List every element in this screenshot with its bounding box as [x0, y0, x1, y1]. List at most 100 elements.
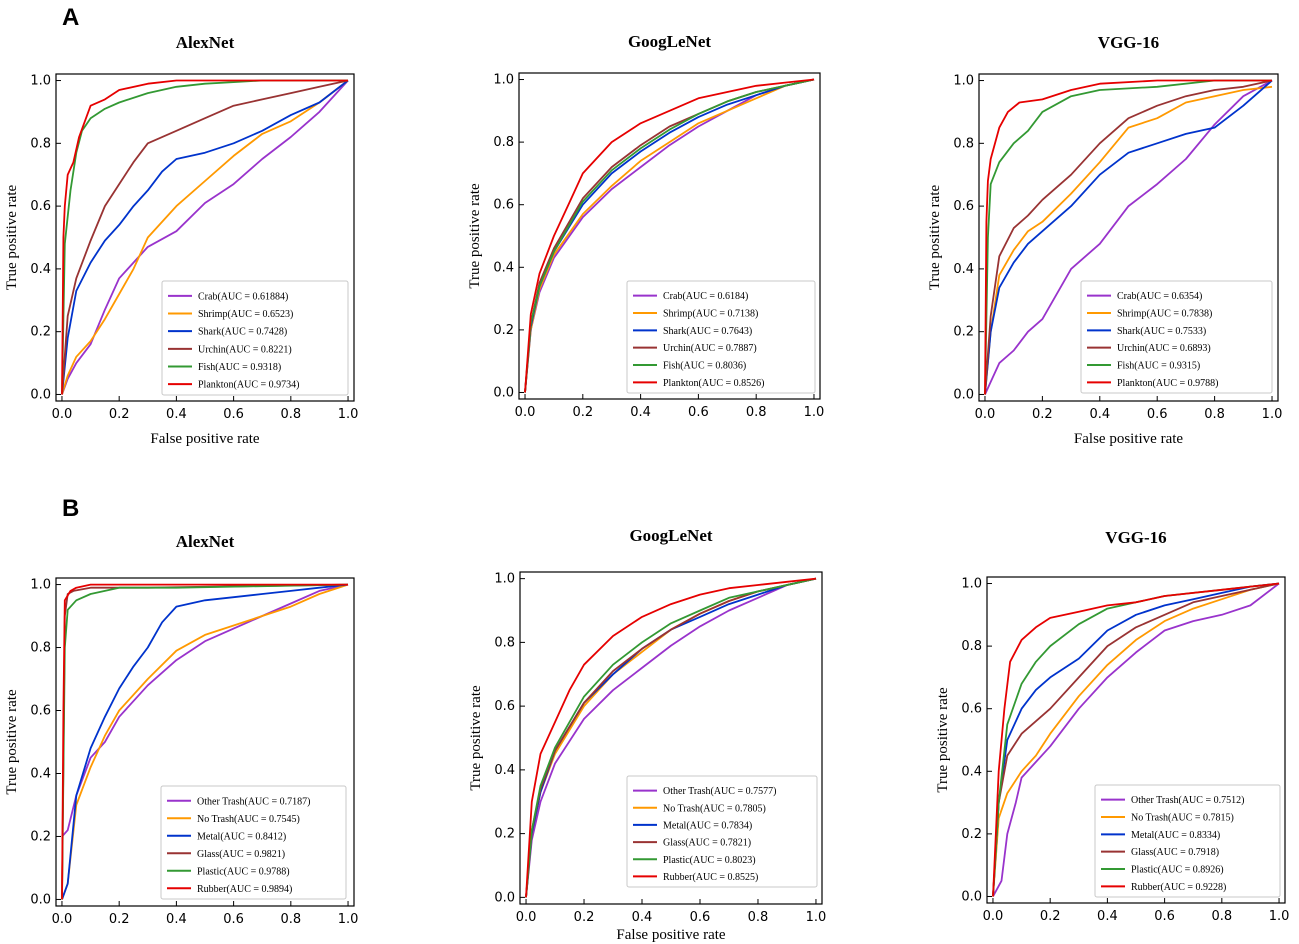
y-axis-label: True positive rate — [4, 185, 20, 291]
x-axis-label: False positive rate — [616, 927, 725, 943]
y-tick-label: 1.0 — [953, 74, 974, 89]
series-line — [525, 577, 817, 898]
legend-box — [161, 280, 349, 396]
series-line — [992, 582, 1280, 897]
x-tick-label: 0.2 — [1040, 909, 1061, 924]
legend: Crab(AUC = 0.61884) Shrimp(AUC = 0.6523) S… — [161, 280, 349, 396]
series-line — [61, 79, 349, 395]
x-axis-label: False positive rate — [150, 431, 259, 447]
series-line — [61, 583, 348, 900]
x-tick-label: 0.2 — [109, 912, 130, 927]
y-tick-label: 0.8 — [494, 635, 515, 650]
legend-label: Rubber(AUC = 0.9894) — [197, 884, 292, 895]
legend-label: Plastic(AUC = 0.9788) — [197, 866, 290, 877]
legend-label: Shrimp(AUC = 0.7138) — [663, 309, 758, 320]
series-line — [61, 583, 349, 900]
chart-title: VGG-16 — [1098, 33, 1159, 52]
legend: Other Trash(AUC = 0.7512) No Trash(AUC = … — [1094, 784, 1281, 898]
series-line — [524, 78, 815, 393]
chart-title: GoogLeNet — [628, 32, 711, 51]
chart-title: AlexNet — [176, 532, 235, 551]
y-axis-label: True positive rate — [927, 185, 943, 291]
x-tick-label: 1.0 — [1262, 407, 1283, 422]
x-axis-label: False positive rate — [1074, 431, 1183, 447]
y-tick-label: 0.8 — [30, 136, 51, 151]
x-tick-label: 0.0 — [52, 912, 73, 927]
legend-label: Crab(AUC = 0.61884) — [198, 291, 288, 302]
x-tick-label: 0.8 — [280, 407, 301, 422]
y-tick-label: 1.0 — [30, 74, 51, 89]
x-tick-label: 0.6 — [690, 910, 711, 925]
y-tick-label: 0.6 — [30, 199, 51, 214]
y-tick-label: 0.6 — [493, 198, 514, 213]
x-tick-label: 0.8 — [746, 405, 767, 420]
legend: Other Trash(AUC = 0.7187) No Trash(AUC = … — [160, 785, 347, 900]
y-tick-label: 0.0 — [494, 890, 515, 905]
legend-label: Metal(AUC = 0.8334) — [1131, 830, 1220, 841]
legend-label: Shark(AUC = 0.7533) — [1117, 326, 1206, 337]
x-tick-label: 0.2 — [1032, 407, 1053, 422]
x-tick-label: 0.0 — [52, 407, 73, 422]
series-line — [525, 577, 817, 898]
legend-label: Shark(AUC = 0.7643) — [663, 326, 752, 337]
legend-label: Glass(AUC = 0.9821) — [197, 849, 285, 860]
y-tick-label: 0.2 — [493, 323, 514, 338]
legend-label: Shrimp(AUC = 0.7838) — [1117, 309, 1212, 320]
roc-chart: VGG-16 True positive rate False positive r… — [927, 33, 1282, 447]
y-tick-label: 0.6 — [30, 704, 51, 719]
x-tick-label: 1.0 — [338, 407, 359, 422]
charts-container: AlexNet True positive rate False positive … — [4, 32, 1289, 943]
y-tick-label: 0.2 — [30, 325, 51, 340]
series-line — [61, 583, 349, 900]
legend-label: No Trash(AUC = 0.7815) — [1131, 813, 1234, 824]
y-tick-label: 0.0 — [30, 892, 51, 907]
x-tick-label: 0.8 — [280, 912, 301, 927]
legend-box — [626, 775, 818, 888]
chart-title: AlexNet — [176, 33, 235, 52]
x-tick-label: 0.4 — [632, 910, 653, 925]
legend-label: Shrimp(AUC = 0.6523) — [198, 309, 293, 320]
plot-frame — [986, 576, 1286, 904]
legend-box — [1094, 784, 1281, 898]
x-tick-label: 0.4 — [1089, 407, 1110, 422]
y-tick-label: 0.0 — [493, 385, 514, 400]
x-tick-label: 1.0 — [1269, 909, 1290, 924]
y-tick-label: 1.0 — [961, 577, 982, 592]
y-tick-label: 0.0 — [961, 889, 982, 904]
y-tick-label: 0.8 — [493, 135, 514, 150]
series-line — [992, 582, 1280, 897]
x-tick-label: 1.0 — [806, 910, 827, 925]
legend-label: Other Trash(AUC = 0.7577) — [663, 786, 776, 797]
x-tick-label: 0.2 — [572, 405, 593, 420]
y-tick-label: 0.2 — [494, 827, 515, 842]
roc-chart: VGG-16 True positive rate 0.0 0.2 0.4 0.6 0.8 1… — [935, 528, 1289, 924]
x-tick-label: 0.8 — [748, 910, 769, 925]
series-line — [984, 79, 1273, 395]
series-line — [984, 85, 1273, 395]
legend-label: Urchin(AUC = 0.6893) — [1117, 343, 1211, 354]
x-tick-label: 1.0 — [804, 405, 825, 420]
series-line — [61, 79, 348, 395]
legend-label: Urchin(AUC = 0.8221) — [198, 344, 292, 355]
roc-chart: AlexNet True positive rate 0.0 0.2 0.4 0.6 0.8… — [4, 532, 358, 927]
y-tick-label: 0.2 — [30, 829, 51, 844]
series-line — [61, 79, 349, 395]
x-tick-label: 0.6 — [1147, 407, 1168, 422]
legend-label: Fish(AUC = 0.9315) — [1117, 361, 1200, 372]
legend-label: Plastic(AUC = 0.8926) — [1131, 865, 1224, 876]
series-line — [992, 582, 1280, 897]
x-tick-label: 0.6 — [223, 912, 244, 927]
y-tick-label: 0.8 — [953, 136, 974, 151]
legend-label: Plankton(AUC = 0.8526) — [663, 378, 764, 389]
legend-label: No Trash(AUC = 0.7805) — [663, 803, 766, 814]
legend-label: Rubber(AUC = 0.8525) — [663, 872, 758, 883]
legend-label: Glass(AUC = 0.7918) — [1131, 847, 1219, 858]
roc-chart: GoogLeNet True positive rate False positiv… — [468, 526, 826, 943]
y-tick-label: 0.4 — [30, 262, 51, 277]
x-tick-label: 0.8 — [1204, 407, 1225, 422]
x-tick-label: 1.0 — [338, 912, 359, 927]
legend-label: Shark(AUC = 0.7428) — [198, 327, 287, 338]
y-tick-label: 1.0 — [30, 578, 51, 593]
series-line — [984, 79, 1273, 395]
legend-label: Plastic(AUC = 0.8023) — [663, 855, 756, 866]
